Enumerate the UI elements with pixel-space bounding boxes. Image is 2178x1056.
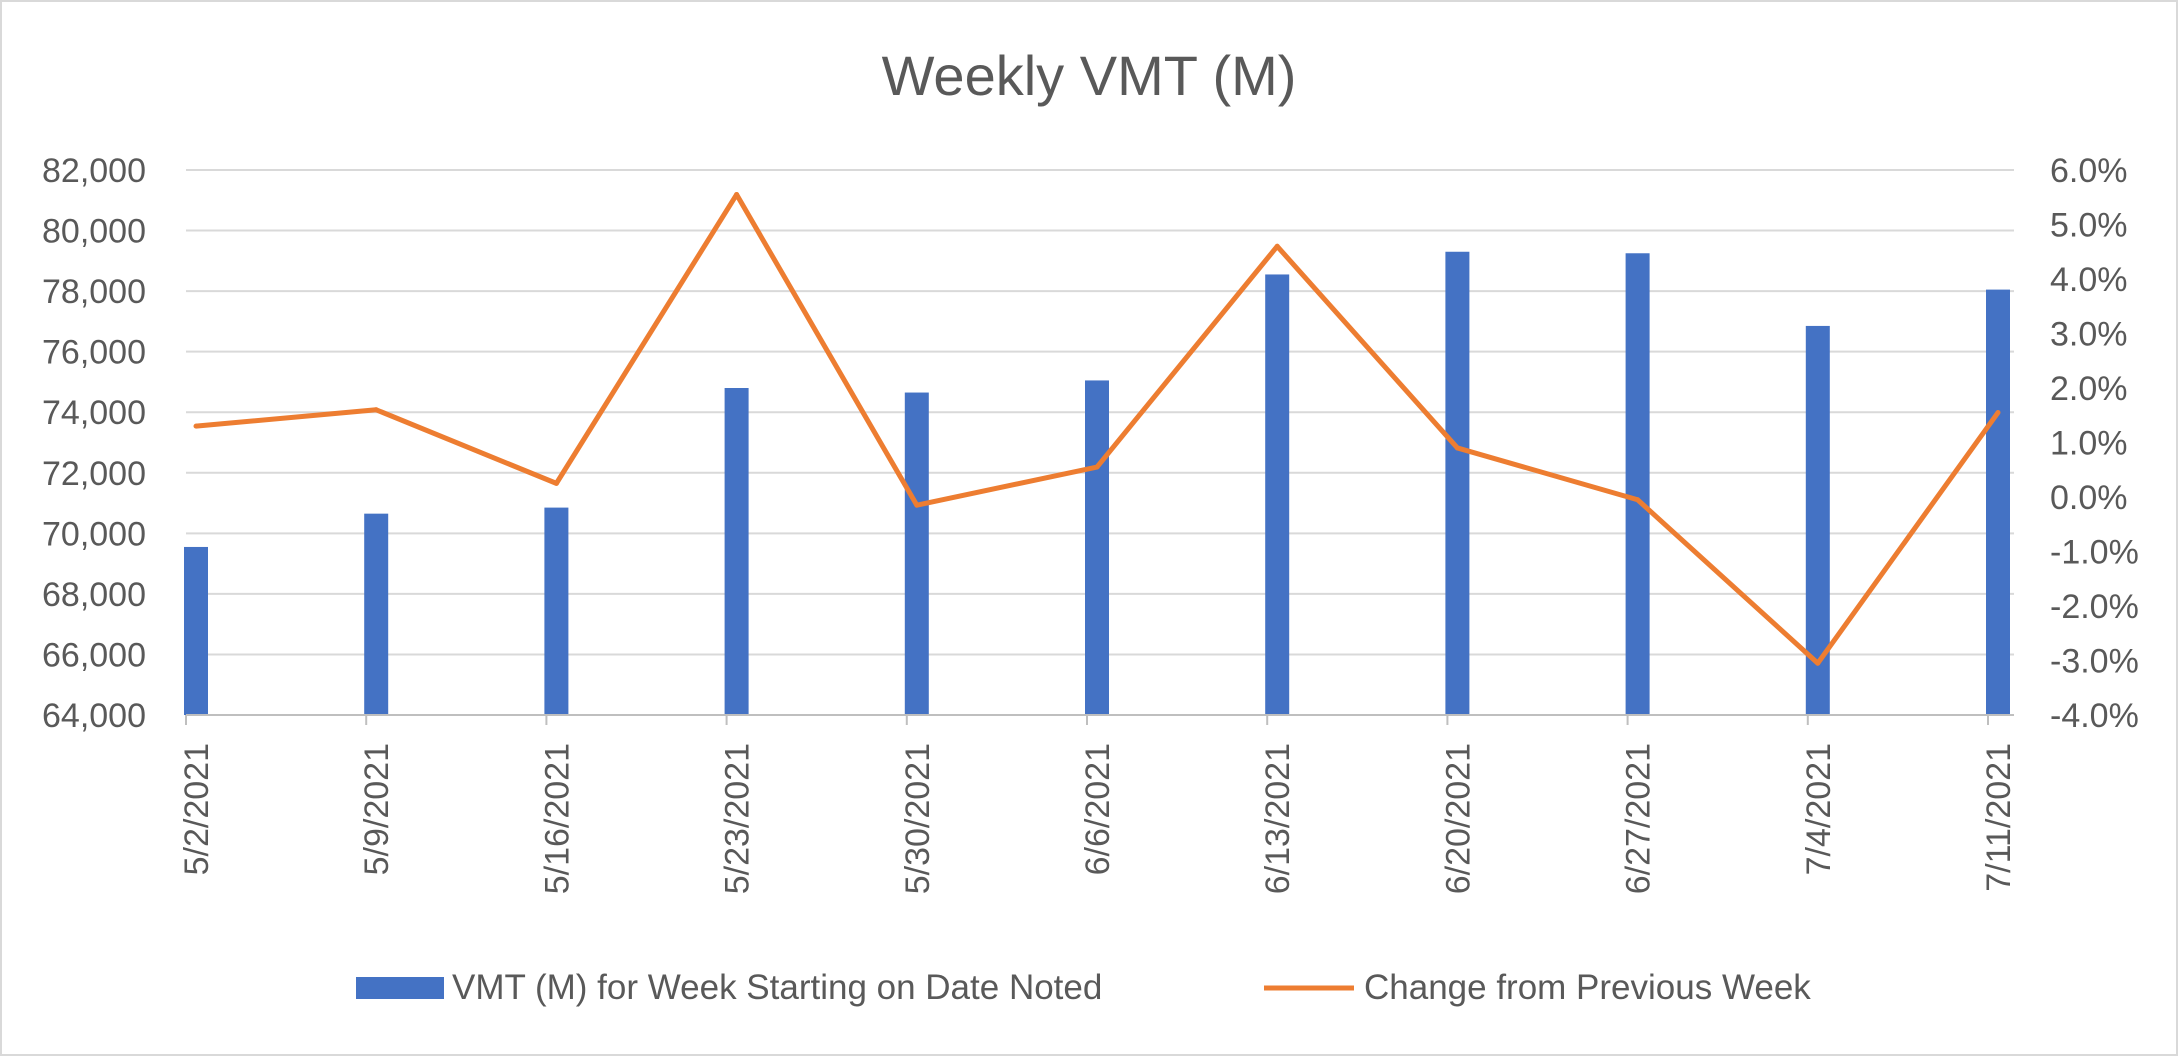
bar: [724, 388, 749, 715]
line-point: [1094, 464, 1100, 470]
y-right-tick-label: 6.0%: [2050, 152, 2128, 190]
y-right-tick-label: -3.0%: [2050, 643, 2139, 681]
legend-swatch-bar: [356, 977, 444, 999]
y-left-tick-label: 78,000: [42, 273, 146, 311]
x-tick-label: 7/11/2021: [1980, 743, 2018, 892]
x-axis: 5/2/2021 5/9/2021 5/16/2021 5/23/2021 5/30/2…: [178, 714, 2018, 894]
y-axis-right: -4.0% -3.0% -2.0% -1.0% 0.0% 1.0% 2.0% 3.0% 4.0%…: [2050, 152, 2139, 735]
y-left-tick-label: 72,000: [42, 455, 146, 493]
y-left-tick-label: 80,000: [42, 213, 146, 251]
line-point: [1274, 243, 1280, 249]
line-point: [1454, 445, 1460, 451]
bar: [904, 392, 929, 715]
bar: [1445, 251, 1470, 715]
line-series: [193, 192, 2001, 666]
y-right-tick-label: -1.0%: [2050, 534, 2139, 572]
y-left-tick-label: 74,000: [42, 394, 146, 432]
y-left-tick-label: 82,000: [42, 152, 146, 190]
y-right-tick-label: 2.0%: [2050, 370, 2128, 408]
chart-title: Weekly VMT (M): [882, 44, 1297, 107]
y-axis-left: 64,000 66,000 68,000 70,000 72,000 74,000 76,0…: [42, 152, 146, 735]
x-tick-label: 6/6/2021: [1079, 743, 1117, 875]
x-tick-label: 6/27/2021: [1620, 743, 1658, 894]
x-tick-label: 5/23/2021: [719, 743, 757, 894]
y-left-tick-label: 66,000: [42, 636, 146, 674]
y-right-tick-label: 4.0%: [2050, 261, 2128, 299]
y-right-tick-label: -4.0%: [2050, 697, 2139, 735]
y-right-tick-label: 3.0%: [2050, 316, 2128, 354]
line-point: [1995, 410, 2001, 416]
line-point: [914, 502, 920, 508]
x-tick-label: 5/2/2021: [178, 743, 216, 875]
line-point: [1815, 660, 1821, 666]
x-tick-label: 6/20/2021: [1439, 743, 1477, 894]
y-right-tick-label: 5.0%: [2050, 207, 2128, 245]
line-point: [1635, 497, 1641, 503]
x-tick-label: 5/16/2021: [538, 743, 576, 894]
line-point: [193, 423, 199, 429]
line-point: [734, 192, 740, 198]
y-left-tick-label: 64,000: [42, 697, 146, 735]
y-right-tick-label: 0.0%: [2050, 479, 2128, 517]
bar: [364, 513, 389, 715]
line-point: [553, 480, 559, 486]
bar: [1265, 274, 1290, 715]
y-left-tick-label: 70,000: [42, 515, 146, 553]
x-tick-label: 5/30/2021: [899, 743, 937, 894]
bar: [1986, 289, 2010, 715]
legend-label-line: Change from Previous Week: [1364, 968, 1811, 1007]
x-tick-label: 6/13/2021: [1259, 743, 1297, 894]
gridlines: [186, 169, 2014, 656]
x-tick-label: 5/9/2021: [358, 743, 396, 875]
x-tick-label: 7/4/2021: [1800, 743, 1838, 875]
y-right-tick-label: 1.0%: [2050, 425, 2128, 463]
bar-series: [184, 251, 2010, 715]
bar: [1085, 380, 1109, 715]
y-right-tick-label: -2.0%: [2050, 588, 2139, 626]
bar: [1625, 253, 1650, 715]
line-point: [373, 407, 379, 413]
legend-label-bar: VMT (M) for Week Starting on Date Noted: [452, 968, 1102, 1007]
bar: [184, 546, 208, 715]
bar: [544, 507, 569, 715]
y-left-tick-label: 76,000: [42, 334, 146, 372]
legend: VMT (M) for Week Starting on Date Noted …: [356, 968, 1811, 1007]
y-left-tick-label: 68,000: [42, 576, 146, 614]
